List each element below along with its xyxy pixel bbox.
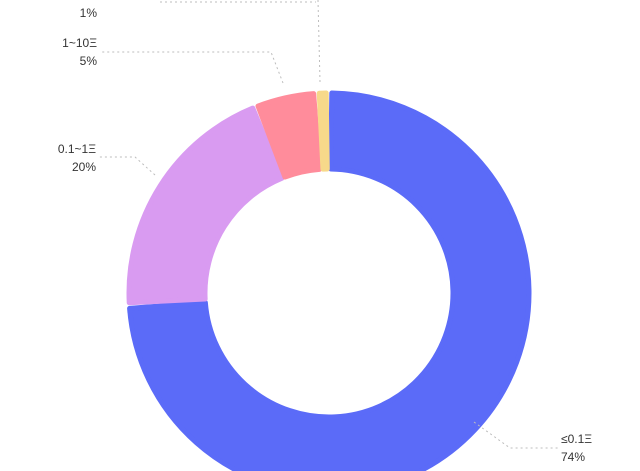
donut-slices xyxy=(126,90,532,471)
leader-line-slice-0 xyxy=(473,421,558,449)
donut-slice-0 xyxy=(127,90,532,471)
donut-slice-3 xyxy=(316,90,330,172)
slice-value-le-0.1: 74% xyxy=(561,450,585,464)
leader-line-slice-2 xyxy=(102,51,284,84)
slice-label-0.1-1: 0.1~1Ξ xyxy=(58,142,96,156)
slice-value-top: 1% xyxy=(80,6,98,20)
leader-lines xyxy=(98,0,558,449)
leader-line-slice-1 xyxy=(98,156,156,176)
leader-line-slice-3 xyxy=(317,0,321,83)
slice-value-0.1-1: 20% xyxy=(72,160,96,174)
slice-labels: ≤0.1Ξ 74% 0.1~1Ξ 20% 1~10Ξ 5% 1% xyxy=(58,6,592,464)
slice-value-1-10: 5% xyxy=(80,54,98,68)
slice-label-1-10: 1~10Ξ xyxy=(62,36,97,50)
donut-slice-1 xyxy=(126,105,285,306)
slice-label-le-0.1: ≤0.1Ξ xyxy=(561,432,592,446)
donut-slice-2 xyxy=(255,91,322,180)
